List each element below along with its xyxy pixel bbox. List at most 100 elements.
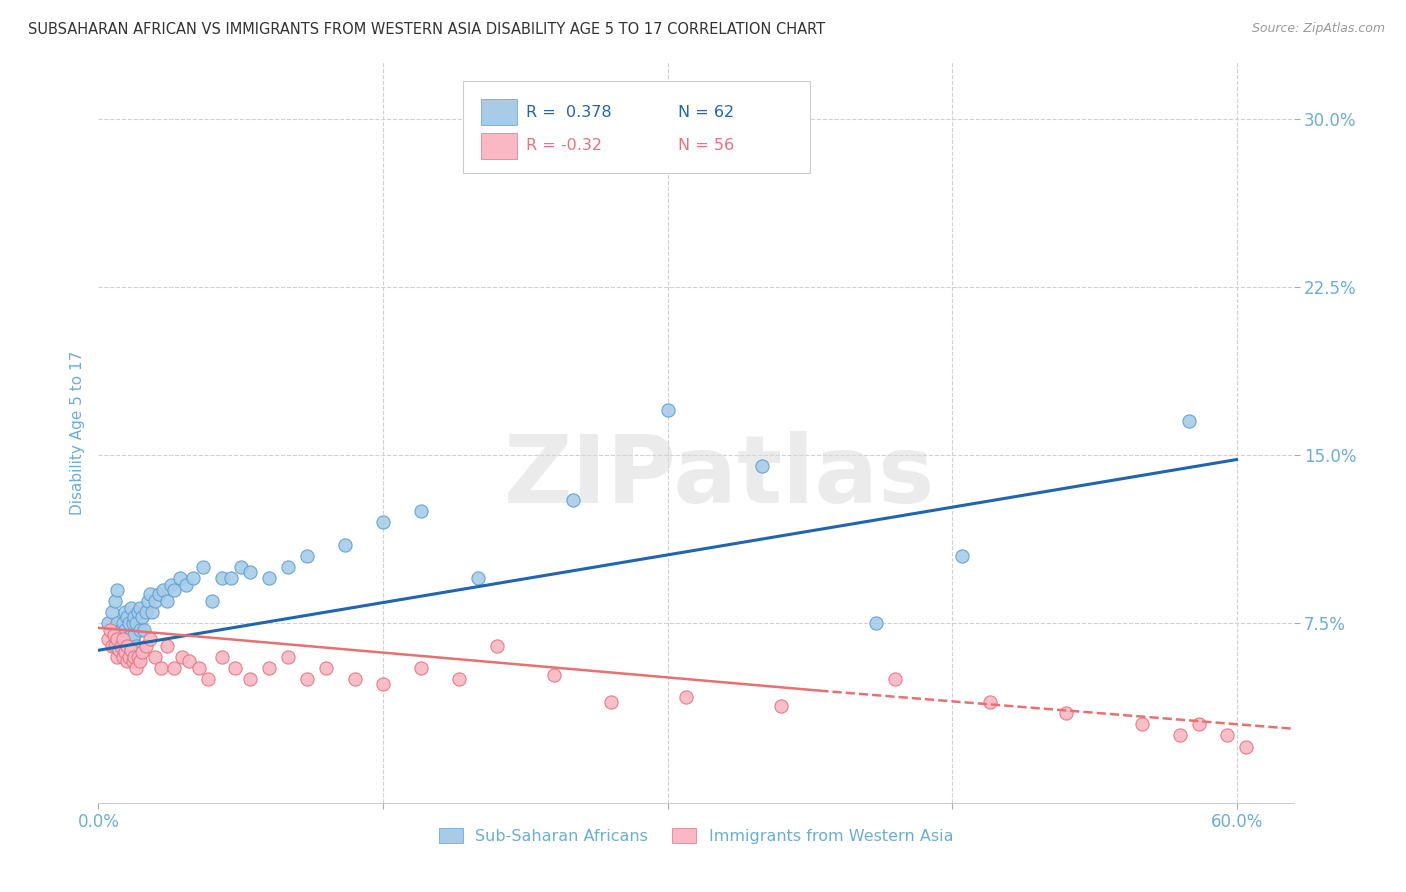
Point	[138, 632, 160, 646]
Point	[188, 661, 211, 675]
Point	[105, 639, 128, 653]
Point	[121, 616, 143, 631]
Point	[103, 627, 125, 641]
Point	[657, 403, 679, 417]
Point	[114, 605, 136, 619]
Point	[211, 650, 233, 665]
Point	[371, 516, 394, 530]
Point	[124, 609, 146, 624]
Point	[108, 632, 131, 646]
Point	[127, 605, 149, 619]
Point	[1234, 739, 1257, 754]
Point	[257, 571, 280, 585]
Point	[211, 571, 233, 585]
Point	[121, 655, 143, 669]
Point	[143, 594, 166, 608]
Point	[950, 549, 973, 563]
Point	[295, 673, 318, 687]
Text: Source: ZipAtlas.com: Source: ZipAtlas.com	[1251, 22, 1385, 36]
Point	[257, 661, 280, 675]
FancyBboxPatch shape	[481, 133, 517, 159]
Point	[105, 650, 128, 665]
Point	[191, 560, 214, 574]
Point	[127, 650, 149, 665]
Point	[105, 632, 128, 646]
Point	[136, 594, 159, 608]
Point	[156, 639, 179, 653]
Point	[103, 627, 125, 641]
Point	[371, 677, 394, 691]
Y-axis label: Disability Age 5 to 17: Disability Age 5 to 17	[69, 351, 84, 515]
Text: N = 62: N = 62	[678, 104, 734, 120]
Point	[108, 643, 131, 657]
Point	[100, 605, 122, 619]
Point	[277, 560, 299, 574]
Point	[295, 549, 318, 563]
Point	[104, 594, 127, 608]
Point	[129, 655, 152, 669]
Point	[125, 616, 148, 631]
Point	[150, 661, 173, 675]
Point	[105, 582, 128, 597]
Point	[118, 639, 141, 653]
FancyBboxPatch shape	[463, 81, 810, 173]
Point	[174, 578, 197, 592]
Point	[125, 661, 148, 675]
Point	[120, 627, 142, 641]
Text: ZIPatlas: ZIPatlas	[505, 431, 935, 523]
Point	[156, 594, 179, 608]
Point	[884, 673, 907, 687]
Text: R = -0.32: R = -0.32	[526, 138, 602, 153]
Point	[112, 632, 135, 646]
Point	[115, 609, 138, 624]
Point	[239, 673, 262, 687]
Point	[135, 639, 157, 653]
Point	[135, 605, 157, 619]
Point	[110, 639, 132, 653]
Point	[179, 655, 201, 669]
Point	[277, 650, 299, 665]
Point	[132, 623, 155, 637]
Point	[115, 655, 138, 669]
Point	[770, 699, 793, 714]
Point	[561, 492, 583, 507]
Point	[97, 632, 120, 646]
Point	[467, 571, 489, 585]
Point	[485, 639, 508, 653]
Point	[599, 695, 621, 709]
Point	[163, 582, 186, 597]
Point	[138, 587, 160, 601]
Point	[169, 571, 191, 585]
Point	[131, 645, 153, 659]
Point	[543, 668, 565, 682]
Point	[1178, 414, 1201, 428]
Point	[112, 616, 135, 631]
Point	[100, 639, 122, 653]
Point	[163, 661, 186, 675]
Point	[121, 632, 143, 646]
Point	[131, 609, 153, 624]
Point	[120, 643, 142, 657]
Point	[125, 639, 148, 653]
Point	[181, 571, 204, 585]
Point	[129, 623, 152, 637]
Legend: Sub-Saharan Africans, Immigrants from Western Asia: Sub-Saharan Africans, Immigrants from We…	[432, 822, 960, 850]
Point	[333, 538, 356, 552]
Point	[143, 650, 166, 665]
Point	[120, 600, 142, 615]
Point	[219, 571, 242, 585]
Point	[229, 560, 252, 574]
Point	[1216, 729, 1239, 743]
Point	[170, 650, 193, 665]
Point	[129, 600, 152, 615]
Point	[112, 650, 135, 665]
Point	[118, 650, 141, 665]
Point	[1054, 706, 1077, 720]
Point	[97, 616, 120, 631]
Point	[447, 673, 470, 687]
Point	[224, 661, 246, 675]
Point	[98, 623, 121, 637]
Point	[114, 623, 136, 637]
Point	[112, 632, 135, 646]
Point	[675, 690, 697, 705]
